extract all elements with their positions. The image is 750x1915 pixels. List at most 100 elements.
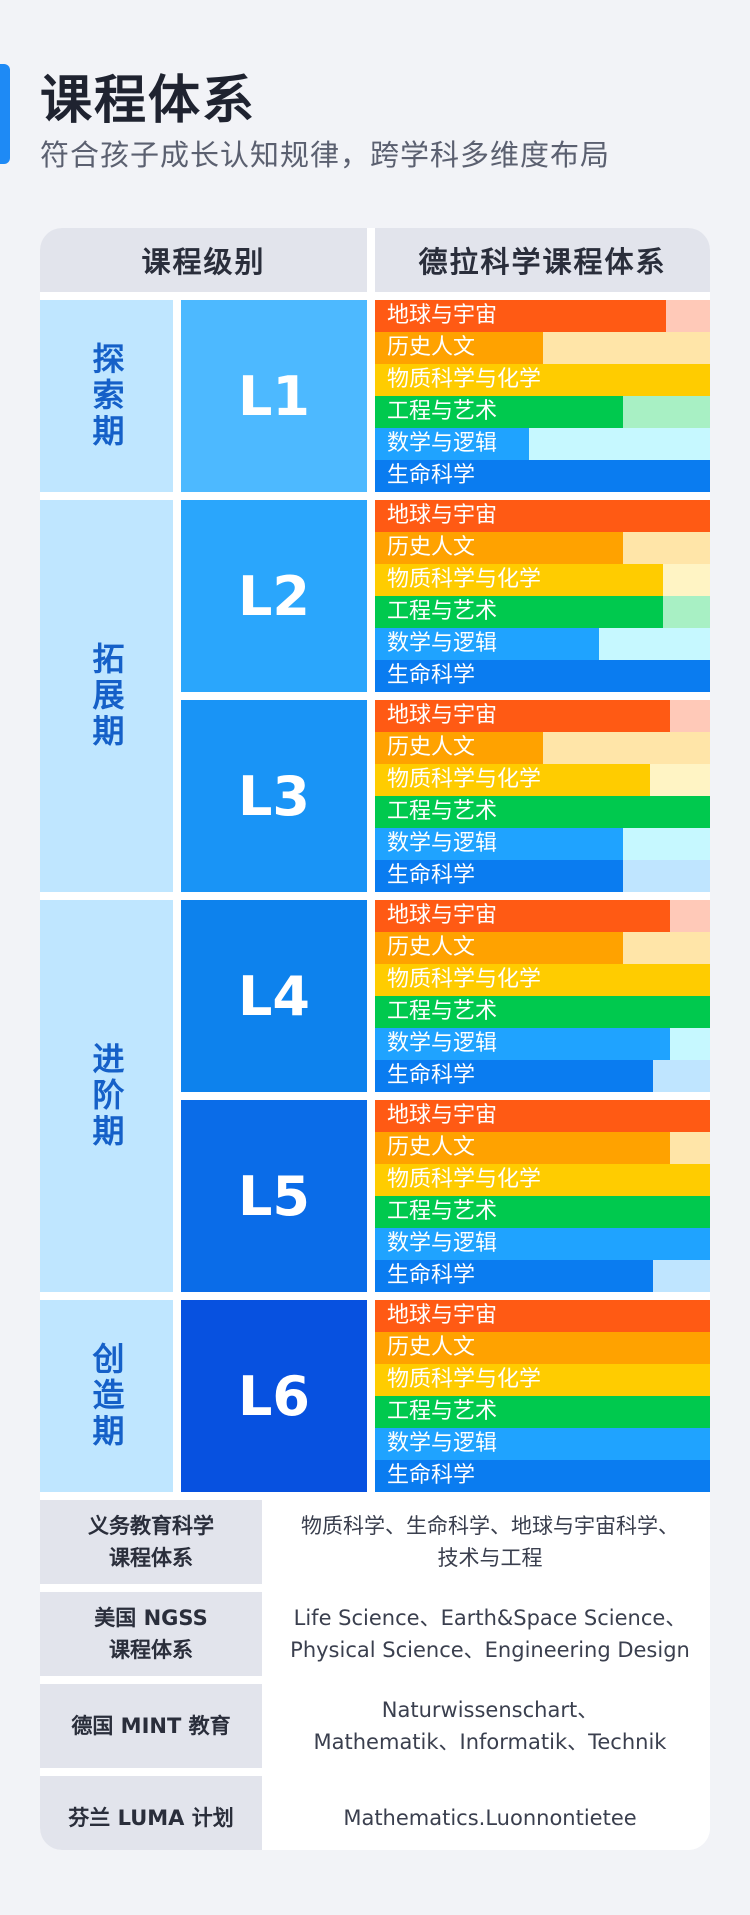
subject-row: 物质科学与化学 [375,764,710,796]
subject-label: 物质科学与化学 [387,567,542,592]
subject-label: 数学与逻辑 [387,1231,498,1256]
level-cell-l1: L1 [181,300,367,492]
framework-description-line: 技术与工程 [437,1546,543,1570]
subject-row: 生命科学 [375,860,710,892]
subject-row: 工程与艺术 [375,1396,710,1428]
subject-progress-fill [375,900,670,932]
subject-progress-fill [375,1196,710,1228]
subject-progress-fill [375,1332,710,1364]
framework-description: Mathematics.Luonnontietee [270,1776,710,1850]
page-title: 课程体系 [40,71,257,131]
framework-name: 美国 NGSS 课程体系 [40,1592,262,1676]
subject-label: 物质科学与化学 [387,967,542,992]
subject-progress-fill [375,1164,710,1196]
subject-row: 历史人文 [375,1132,710,1164]
curriculum-table: 课程级别 德拉科学课程体系 探索期 拓展期 进阶期 创造期 L1 地球与宇宙 历史人文 物质科… [40,228,710,1850]
level-cell-l6: L6 [181,1300,367,1492]
framework-row: 芬兰 LUMA 计划 Mathematics.Luonnontietee [40,1776,710,1850]
subject-progress-fill [375,964,710,996]
level-cell-l3: L3 [181,700,367,892]
subject-row: 地球与宇宙 [375,1300,710,1332]
subject-row: 地球与宇宙 [375,1100,710,1132]
subject-label: 生命科学 [387,1463,476,1488]
framework-description-line: Mathematik、Informatik、Technik [313,1730,667,1754]
subject-row: 数学与逻辑 [375,1428,710,1460]
subject-label: 地球与宇宙 [387,703,498,728]
column-header-level: 课程级别 [40,228,367,292]
subject-row: 地球与宇宙 [375,300,710,332]
subject-label: 数学与逻辑 [387,831,498,856]
level-cell-l4: L4 [181,900,367,1092]
subject-label: 数学与逻辑 [387,1431,498,1456]
framework-name: 德国 MINT 教育 [40,1684,262,1768]
subject-row: 生命科学 [375,460,710,492]
framework-description: Naturwissenschart、 Mathematik、Informatik、… [270,1684,710,1768]
subject-label: 数学与逻辑 [387,631,498,656]
subject-progress-fill [375,364,710,396]
column-header-system: 德拉科学课程体系 [375,228,710,292]
framework-description-line: 物质科学、生命科学、地球与宇宙科学、 [301,1514,679,1538]
subject-progress-fill [375,1364,710,1396]
subject-progress-fill [375,564,664,596]
subject-label: 工程与艺术 [387,1199,498,1224]
subject-label: 历史人文 [387,535,476,560]
subject-label: 历史人文 [387,1335,476,1360]
subject-progress-fill [375,764,650,796]
subject-row: 生命科学 [375,1060,710,1092]
subject-progress-fill [375,332,543,364]
framework-name-line: 芬兰 LUMA 计划 [68,1806,234,1830]
subject-label: 物质科学与化学 [387,1367,542,1392]
subject-label: 地球与宇宙 [387,1303,498,1328]
framework-description-line: Physical Science、Engineering Design [290,1638,690,1662]
subject-progress-fill [375,500,710,532]
subject-list-l2: 地球与宇宙 历史人文 物质科学与化学 工程与艺术 数学与逻辑 生命科学 [375,500,710,692]
subject-row: 地球与宇宙 [375,700,710,732]
subject-list-l5: 地球与宇宙历史人文 物质科学与化学工程与艺术数学与逻辑生命科学 [375,1100,710,1292]
framework-description-line: Mathematics.Luonnontietee [343,1806,637,1830]
subject-row: 物质科学与化学 [375,1164,710,1196]
subject-row: 工程与艺术 [375,396,710,428]
subject-progress-fill [375,396,623,428]
subject-progress-fill [375,660,710,692]
subject-label: 生命科学 [387,863,476,888]
subject-progress-fill [375,796,710,828]
phase-label: 探索期 [87,342,126,450]
subject-progress-fill [375,1396,710,1428]
subject-list-l3: 地球与宇宙 历史人文 物质科学与化学 工程与艺术 数学与逻辑 生命科学 [375,700,710,892]
subject-row: 数学与逻辑 [375,428,710,460]
subject-progress-fill [375,428,530,460]
subject-row: 工程与艺术 [375,1196,710,1228]
subject-progress-fill [375,1228,710,1260]
framework-name-line: 美国 NGSS [94,1606,208,1630]
subject-list-l6: 地球与宇宙历史人文物质科学与化学工程与艺术数学与逻辑生命科学 [375,1300,710,1492]
subject-row: 生命科学 [375,660,710,692]
subject-label: 地球与宇宙 [387,303,498,328]
level-cell-l2: L2 [181,500,367,692]
subject-row: 数学与逻辑 [375,1228,710,1260]
subject-row: 历史人文 [375,932,710,964]
subject-label: 生命科学 [387,1263,476,1288]
title-accent-bar [0,64,10,164]
phase-2: 拓展期 [40,500,173,892]
subject-progress-fill [375,700,670,732]
subject-progress-fill [375,1100,710,1132]
subject-label: 工程与艺术 [387,999,498,1024]
subject-progress-fill [375,460,710,492]
subject-progress-fill [375,1460,710,1492]
phase-4: 创造期 [40,1300,173,1492]
subject-row: 地球与宇宙 [375,900,710,932]
subject-row: 物质科学与化学 [375,964,710,996]
subject-label: 工程与艺术 [387,399,498,424]
phase-1: 探索期 [40,300,173,492]
subject-progress-fill [375,732,543,764]
subject-row: 工程与艺术 [375,596,710,628]
subject-row: 物质科学与化学 [375,1364,710,1396]
subject-label: 地球与宇宙 [387,1103,498,1128]
framework-description: Life Science、Earth&Space Science、 Physica… [270,1592,710,1676]
subject-list-l1: 地球与宇宙 历史人文 物质科学与化学 工程与艺术 数学与逻辑 生命科学 [375,300,710,492]
subject-label: 生命科学 [387,1063,476,1088]
framework-row: 义务教育科学 课程体系 物质科学、生命科学、地球与宇宙科学、 技术与工程 [40,1500,710,1584]
subject-row: 历史人文 [375,732,710,764]
subject-progress-fill [375,1060,654,1092]
subject-row: 数学与逻辑 [375,828,710,860]
